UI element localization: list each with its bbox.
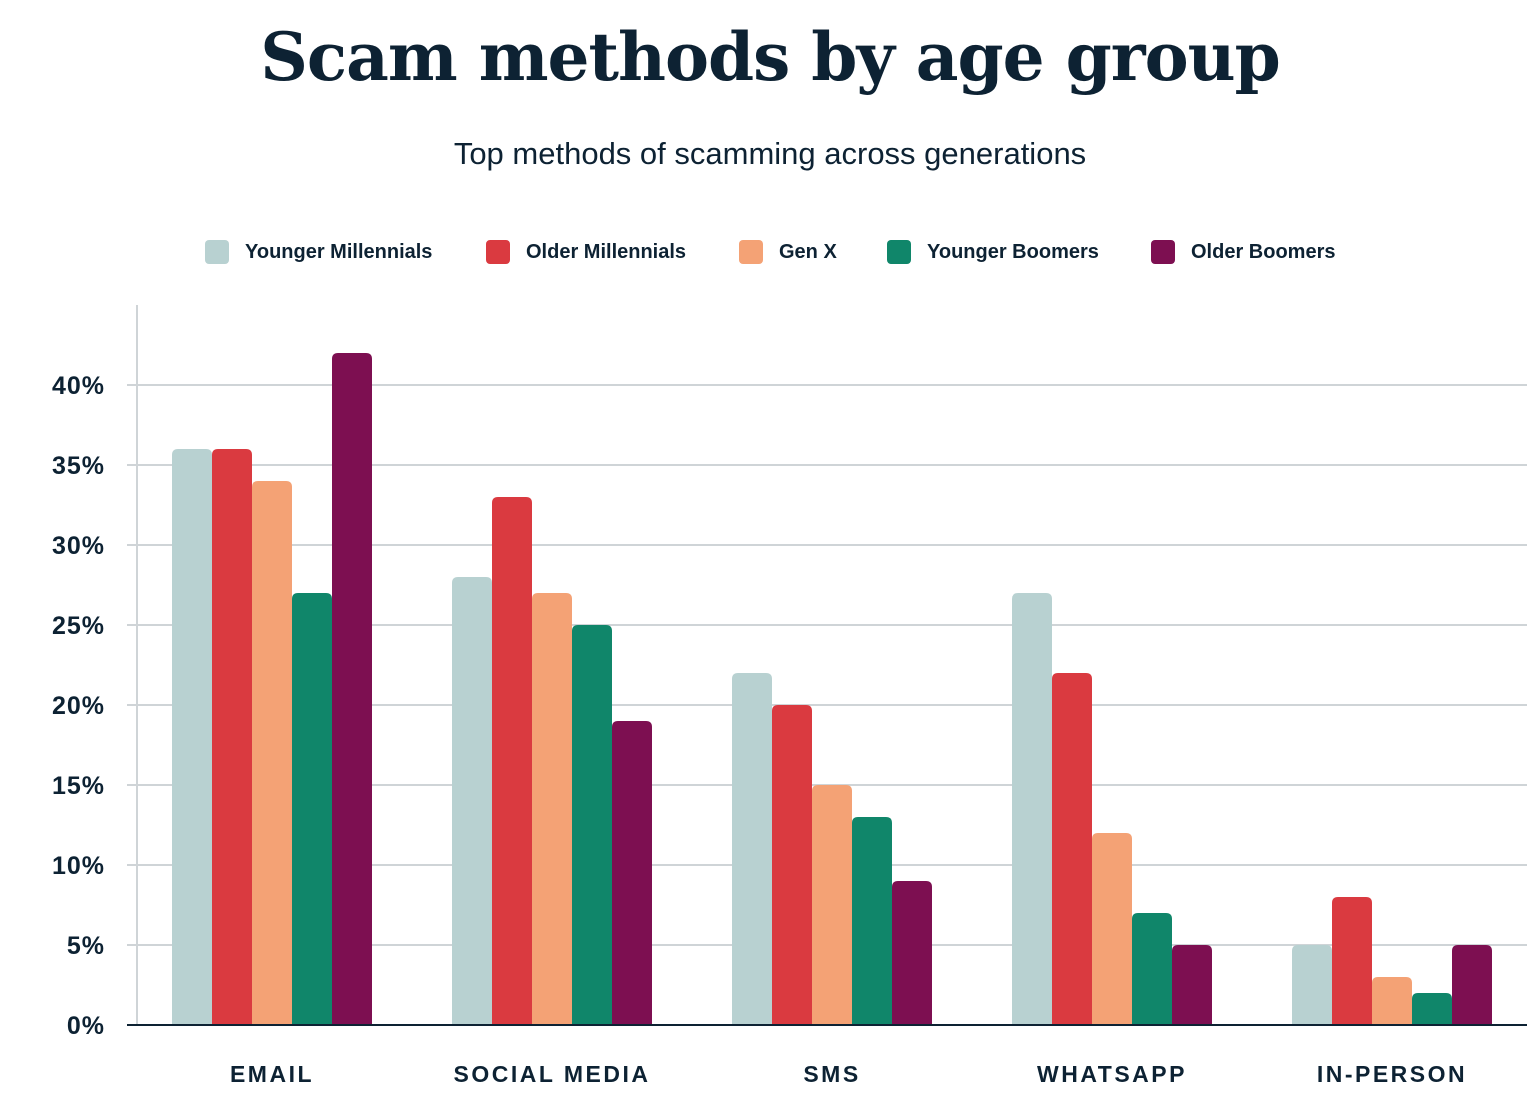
x-tick-label: SOCIAL MEDIA <box>454 1061 651 1087</box>
bar <box>332 353 372 1025</box>
bar <box>1412 993 1452 1025</box>
legend-item: Younger Boomers <box>887 240 1099 264</box>
x-tick-label: IN-PERSON <box>1317 1061 1467 1087</box>
x-tick-label: WHATSAPP <box>1037 1061 1187 1087</box>
bar <box>572 625 612 1025</box>
bar <box>732 673 772 1025</box>
y-tick-label: 40% <box>52 372 105 400</box>
y-tick-label: 5% <box>67 932 105 960</box>
legend-swatch <box>739 240 763 264</box>
legend-item: Younger Millennials <box>205 240 432 264</box>
bar <box>1292 945 1332 1025</box>
chart-title: Scam methods by age group <box>260 18 1280 96</box>
legend-label: Older Millennials <box>526 240 687 263</box>
bar <box>1092 833 1132 1025</box>
legend-label: Younger Boomers <box>927 240 1099 263</box>
y-tick-label: 10% <box>52 852 105 880</box>
legend-item: Older Boomers <box>1151 240 1335 264</box>
y-tick-label: 25% <box>52 612 105 640</box>
bar <box>812 785 852 1025</box>
bar <box>212 449 252 1025</box>
bar <box>1332 897 1372 1025</box>
legend-label: Older Boomers <box>1191 240 1336 263</box>
legend-swatch <box>486 240 510 264</box>
bar <box>1372 977 1412 1025</box>
y-tick-label: 15% <box>52 772 105 800</box>
bar <box>1012 593 1052 1025</box>
bar <box>292 593 332 1025</box>
bar <box>892 881 932 1025</box>
legend: Younger Millennials Older Millennials Gen … <box>0 240 1540 266</box>
y-tick-label: 0% <box>67 1012 105 1040</box>
x-tick-label: SMS <box>803 1061 860 1087</box>
bar <box>1052 673 1092 1025</box>
legend-item: Gen X <box>739 240 837 264</box>
bar <box>492 497 532 1025</box>
bar <box>452 577 492 1025</box>
chart-subtitle: Top methods of scamming across generatio… <box>453 136 1087 171</box>
y-tick-label: 35% <box>52 452 105 480</box>
bar <box>1132 913 1172 1025</box>
x-tick-label: EMAIL <box>230 1061 314 1087</box>
bar <box>852 817 892 1025</box>
bar <box>612 721 652 1025</box>
bar <box>1452 945 1492 1025</box>
y-tick-label: 20% <box>52 692 105 720</box>
legend-swatch <box>887 240 911 264</box>
legend-swatch <box>205 240 229 264</box>
bar <box>252 481 292 1025</box>
bar <box>1172 945 1212 1025</box>
legend-swatch <box>1151 240 1175 264</box>
y-tick-label: 30% <box>52 532 105 560</box>
bar <box>532 593 572 1025</box>
bar <box>172 449 212 1025</box>
legend-item: Older Millennials <box>486 240 686 264</box>
legend-label: Gen X <box>779 240 837 263</box>
legend-label: Younger Millennials <box>245 240 433 263</box>
bar <box>772 705 812 1025</box>
